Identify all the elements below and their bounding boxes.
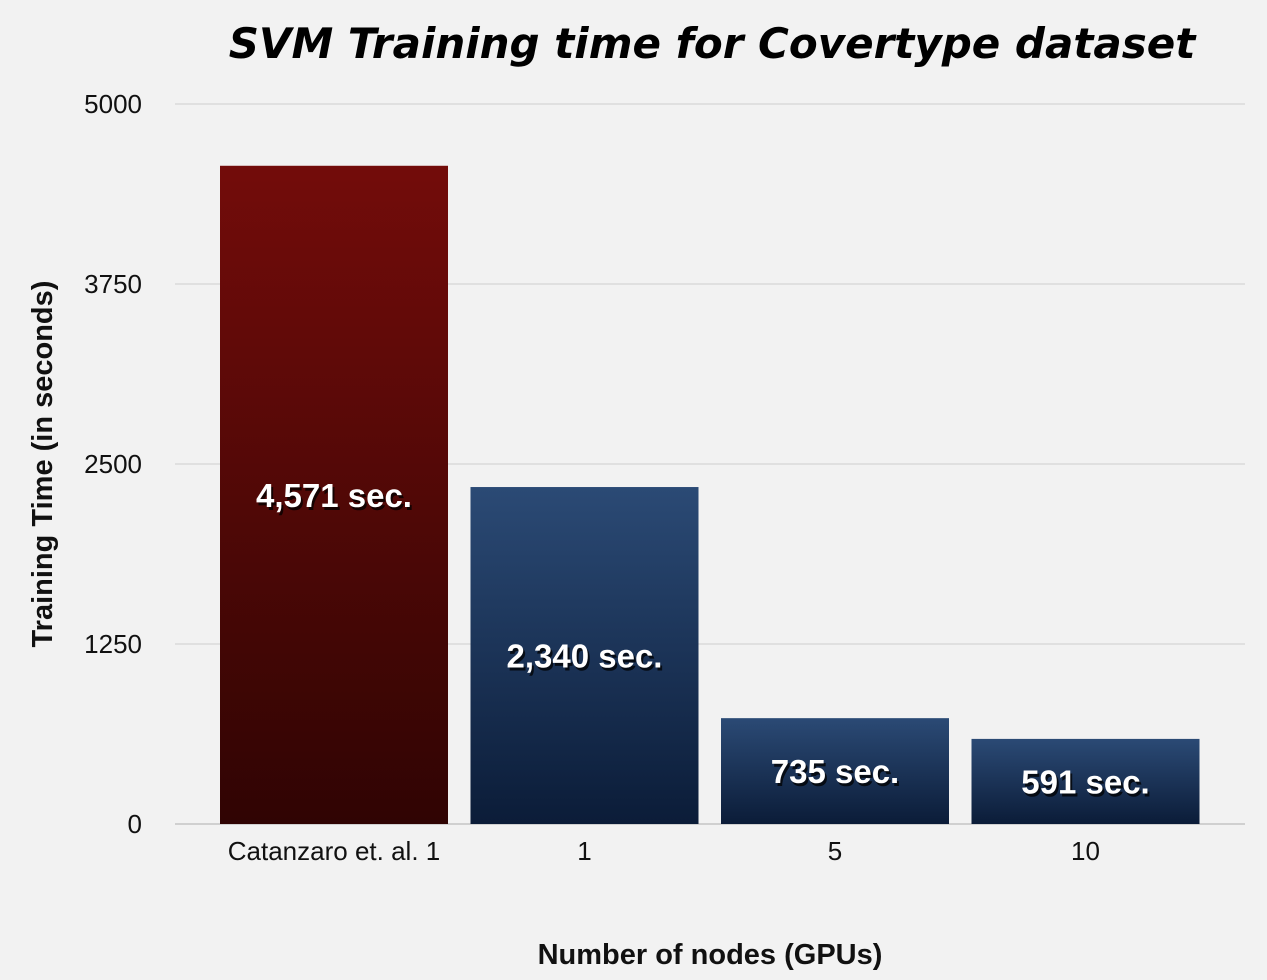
y-tick-label: 1250 [84,629,142,659]
y-axis-label: Training Time (in seconds) [27,281,59,648]
x-tick-label: 1 [577,836,591,866]
bar [470,487,699,824]
data-label: 4,571 sec. [256,477,412,514]
data-label-shadow: 591 sec. [1023,766,1151,803]
data-label-shadow: 2,340 sec. [509,641,665,678]
bar [220,165,448,824]
data-label: 591 sec. [1021,763,1149,800]
data-label: 735 sec. [771,753,899,790]
y-tick-label: 3750 [84,269,142,299]
bar [721,718,949,824]
x-tick-label: 5 [828,836,842,866]
y-tick-label: 0 [128,809,142,839]
bar [971,738,1200,824]
data-label: 2,340 sec. [507,638,663,675]
x-tick-label: Catanzaro et. al. 1 [228,836,440,866]
data-label-shadow: 735 sec. [773,756,901,793]
x-tick-label: 10 [1071,836,1100,866]
x-axis-label: Number of nodes (GPUs) [538,939,883,971]
y-tick-label: 2500 [84,449,142,479]
x-tick-labels: Catanzaro et. al. 1 1 5 10 [228,836,1100,866]
bars [220,165,1200,824]
data-label-shadow: 4,571 sec. [258,480,414,517]
chart-title: SVM Training time for Covertype dataset [229,19,1198,68]
data-labels: 4,571 sec.4,571 sec.2,340 sec.2,340 sec.… [256,477,1152,804]
y-tick-labels: 0 1250 2500 3750 5000 [84,89,142,839]
y-tick-label: 5000 [84,89,142,119]
